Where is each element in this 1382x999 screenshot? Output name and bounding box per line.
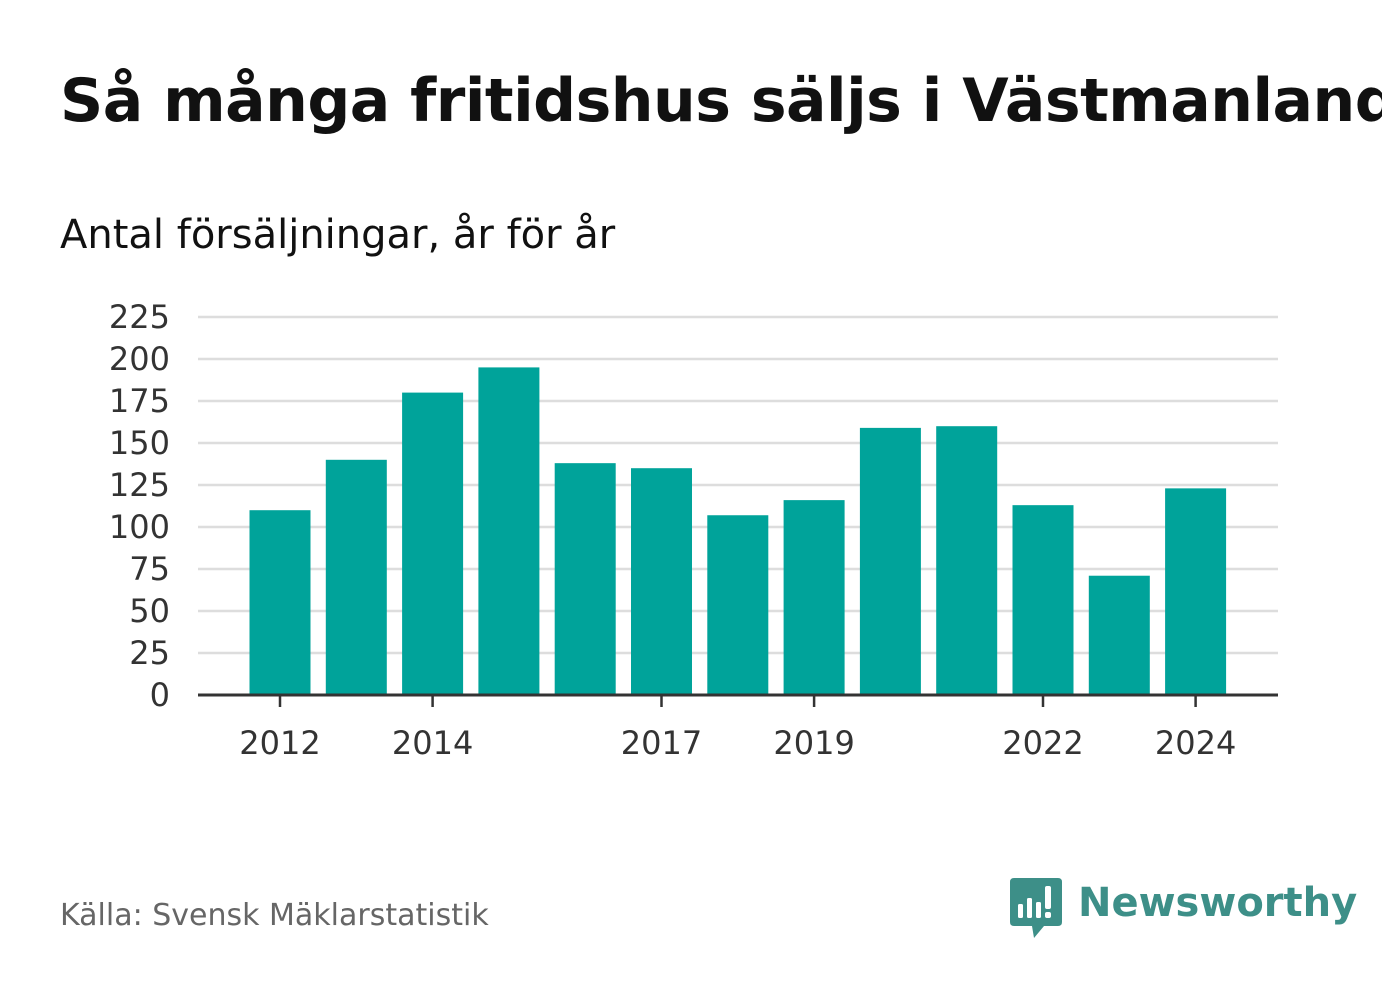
bar-2017 <box>631 468 692 695</box>
y-tick-label: 0 <box>150 676 170 714</box>
bar-2021 <box>936 426 998 695</box>
bar-2020 <box>859 427 921 695</box>
x-tick-label: 2017 <box>621 724 702 762</box>
chart-title: Så många fritidshus säljs i Västmanland <box>60 66 1382 136</box>
y-tick-label: 225 <box>109 298 170 336</box>
bar-2012 <box>249 510 311 695</box>
y-tick-label: 175 <box>109 382 170 420</box>
bar-2023 <box>1088 575 1150 695</box>
bar-2019 <box>783 500 845 695</box>
y-axis-ticks: 0 25 50 75 100 125 150 175 200 225 <box>109 298 170 714</box>
brand-logo: Newsworthy <box>1010 878 1357 940</box>
bar-2016 <box>554 463 616 695</box>
bar-2014 <box>402 392 464 695</box>
y-tick-label: 50 <box>129 592 170 630</box>
bar-2018 <box>707 515 769 695</box>
y-tick-label: 200 <box>109 340 170 378</box>
bar-2013 <box>325 459 387 695</box>
y-tick-label: 25 <box>129 634 170 672</box>
bar-2024 <box>1165 488 1227 695</box>
y-tick-label: 150 <box>109 424 170 462</box>
chart-subtitle: Antal försäljningar, år för år <box>60 212 616 258</box>
y-tick-label: 125 <box>109 466 170 504</box>
x-axis-ticks: 2012 2014 2017 2019 2022 2024 <box>239 695 1236 762</box>
x-tick-label: 2012 <box>239 724 320 762</box>
x-tick-label: 2019 <box>773 724 854 762</box>
source-note: Källa: Svensk Mäklarstatistik <box>60 898 489 933</box>
bar-2015 <box>478 367 540 695</box>
x-tick-label: 2022 <box>1002 724 1083 762</box>
y-tick-label: 100 <box>109 508 170 546</box>
x-tick-label: 2024 <box>1155 724 1236 762</box>
newsworthy-logo-icon <box>1010 878 1062 938</box>
y-tick-label: 75 <box>129 550 170 588</box>
bar-2022 <box>1012 505 1074 695</box>
bars <box>249 367 1227 695</box>
brand-name: Newsworthy <box>1078 880 1358 926</box>
x-tick-label: 2014 <box>392 724 473 762</box>
